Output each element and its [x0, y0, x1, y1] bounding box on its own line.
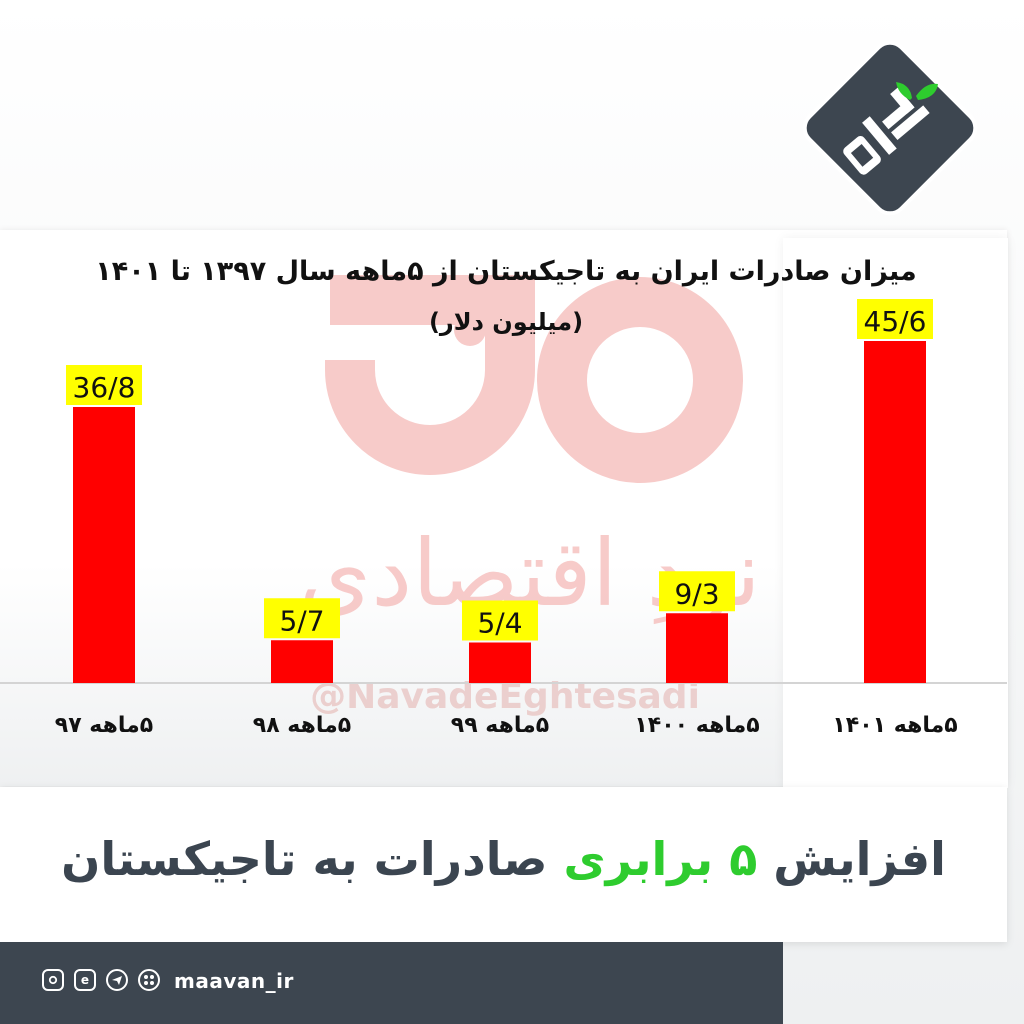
category-label-5: ۵ماهه ۱۴۰۱ [832, 713, 957, 738]
headline: افزایش ۵ برابری صادرات به تاجیکستان [0, 832, 1007, 886]
watermark-logo [325, 275, 743, 483]
bar-2 [271, 640, 333, 683]
value-label-bg-5 [857, 299, 933, 339]
headline-box [0, 787, 1007, 942]
maavan-logo-graphic [802, 40, 978, 216]
instagram-icon[interactable] [42, 969, 64, 991]
value-label-2: 5/7 [279, 604, 324, 637]
value-label-1: 36/8 [73, 371, 136, 404]
value-label-5: 45/6 [864, 305, 927, 338]
footer-bar [0, 942, 783, 1024]
bar-1 [73, 407, 135, 683]
eitaa-icon[interactable]: e [74, 969, 96, 991]
headline-accent: ۵ برابری [563, 832, 758, 886]
bar-5 [864, 341, 926, 683]
footer-handle[interactable]: maavan_ir [174, 969, 294, 993]
category-label-4: ۵ماهه ۱۴۰۰ [634, 713, 759, 738]
maavan-logo [798, 36, 982, 220]
aparat-icon[interactable] [138, 969, 160, 991]
category-label-1: ۵ماهه ۹۷ [55, 713, 153, 738]
bar-4 [666, 613, 728, 683]
category-label-3: ۵ماهه ۹۹ [451, 713, 549, 738]
bar-3 [469, 642, 531, 683]
value-label-bg-2 [264, 598, 340, 639]
value-label-bg-1 [66, 365, 142, 405]
value-label-3: 5/4 [477, 607, 522, 640]
headline-part1: افزایش [773, 832, 946, 886]
social-icons: e [42, 969, 160, 991]
value-label-bg-4 [659, 571, 735, 612]
headline-part2: صادرات به تاجیکستان [61, 832, 548, 886]
telegram-icon[interactable] [106, 969, 128, 991]
value-label-bg-3 [462, 600, 538, 641]
chart-subtitle: (میلیون دلار) [429, 308, 583, 336]
bars-group: 36/8 ۵ماهه ۹۷ 5/7 ۵ماهه ۹۸ 5/4 ۵ماهه ۹۹ 9/3 ۵ما… [55, 299, 958, 738]
chart-title: میزان صادرات ایران به تاجیکستان از ۵ماهه… [95, 256, 916, 287]
category-label-2: ۵ماهه ۹۸ [253, 713, 351, 738]
value-label-4: 9/3 [674, 577, 719, 610]
bar-chart: نودِ اقتصادی @NavadeEghtesadi میزان صادر… [0, 256, 1007, 738]
